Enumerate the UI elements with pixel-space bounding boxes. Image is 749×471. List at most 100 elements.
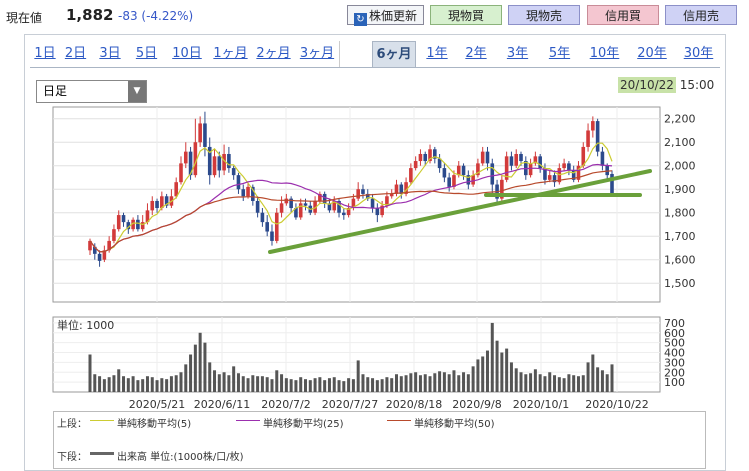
volume-bar: [380, 379, 384, 392]
x-tick-label: 2020/7/2: [261, 398, 310, 411]
candle-body: [289, 198, 293, 209]
volume-bar: [356, 360, 360, 392]
current-price-value: 1,882: [66, 6, 114, 24]
volume-bar: [304, 379, 308, 392]
volume-bar: [98, 376, 102, 392]
candle-body: [461, 165, 466, 176]
volume-bar: [476, 359, 480, 392]
volume-tick-label: 300: [664, 356, 685, 369]
volume-bar: [351, 379, 355, 392]
candle-body: [437, 158, 442, 169]
chart-datestamp: 20/10/22 15:00: [618, 77, 714, 93]
tab-2y[interactable]: 2年: [455, 41, 498, 67]
candle-body: [413, 161, 418, 169]
volume-bar: [308, 380, 312, 392]
candle-body: [500, 179, 504, 199]
candle-body: [586, 130, 590, 147]
cash-sell-button[interactable]: 現物売: [508, 5, 580, 25]
tab-5d[interactable]: 5日: [128, 41, 166, 67]
volume-bar: [232, 366, 236, 392]
candle-body: [294, 208, 298, 218]
volume-bar: [447, 374, 451, 392]
candle-body: [217, 156, 222, 171]
price-tick-label: 2,100: [664, 136, 696, 149]
tab-2m[interactable]: 2ヶ月: [252, 41, 296, 67]
tab-6m[interactable]: 6ヶ月: [372, 41, 416, 67]
volume-bar: [409, 373, 413, 392]
candle-body: [298, 203, 303, 218]
volume-tick-label: 600: [664, 327, 685, 340]
volume-bar: [174, 375, 178, 392]
volume-bar: [533, 369, 537, 392]
volume-bar: [169, 376, 173, 392]
legend-lower-label: 下段：: [57, 452, 87, 463]
volume-bar: [275, 370, 279, 392]
candle-body: [591, 121, 595, 131]
legend-ma50: 単純移動平均(50): [414, 419, 495, 430]
candle-body: [595, 121, 600, 152]
margin-sell-button[interactable]: 信用売: [665, 5, 737, 25]
candle-body: [423, 153, 428, 162]
volume-bar: [150, 377, 154, 392]
volume-bar: [596, 367, 600, 392]
candle-body: [576, 165, 581, 180]
volume-tick-label: 700: [664, 317, 685, 330]
volume-bar: [179, 372, 183, 392]
candle-body: [490, 163, 495, 185]
tab-10d[interactable]: 10日: [165, 41, 210, 67]
volume-bar: [208, 362, 212, 392]
volume-bar: [466, 374, 470, 392]
quote-header: 現在値 1,882 -83 (-4.22%) ↻ 株価更新 現物買 現物売 信用買…: [0, 0, 749, 32]
candle-body: [279, 203, 284, 213]
volume-bar: [337, 380, 341, 392]
candle-body: [342, 212, 346, 216]
refresh-quote-button[interactable]: ↻ 株価更新: [347, 5, 424, 26]
candle-body: [251, 186, 255, 201]
candle-body: [504, 156, 509, 180]
volume-bar: [184, 364, 188, 392]
candle-body: [466, 175, 471, 185]
cash-buy-button[interactable]: 現物買: [430, 5, 502, 25]
volume-bar: [222, 372, 226, 392]
tab-3d[interactable]: 3日: [92, 41, 129, 67]
tab-1m[interactable]: 1ヶ月: [209, 41, 253, 67]
volume-bar: [112, 375, 116, 392]
candle-body: [476, 163, 480, 176]
volume-bar: [524, 374, 528, 392]
candle-body: [452, 175, 456, 187]
candle-body: [361, 189, 365, 194]
legend-ma25: 単純移動平均(25): [263, 419, 344, 430]
tab-5y[interactable]: 5年: [538, 41, 582, 67]
volume-bar: [404, 375, 408, 392]
candle-body: [351, 198, 356, 209]
candle-body: [246, 186, 250, 197]
price-plot-frame: [52, 106, 661, 303]
volume-bar: [485, 350, 489, 392]
volume-bar: [227, 375, 231, 392]
candle-body: [193, 142, 198, 176]
candle-body: [131, 219, 135, 230]
volume-bar: [141, 379, 145, 392]
chart-interval-select[interactable]: 日足 ▼: [36, 80, 147, 103]
candle-body: [174, 182, 179, 197]
volume-bar: [414, 372, 418, 392]
candle-body: [567, 163, 571, 171]
candle-body: [485, 151, 490, 164]
margin-buy-button[interactable]: 信用買: [587, 5, 659, 25]
current-price-label: 現在値: [6, 11, 43, 25]
ma50-line: [89, 170, 613, 253]
volume-bar: [591, 354, 595, 392]
legend-ma25-swatch: [236, 420, 260, 421]
candle-body: [284, 198, 289, 204]
tab-10y[interactable]: 10年: [581, 41, 629, 67]
candle-body: [533, 156, 538, 164]
volume-bar: [366, 377, 370, 392]
candle-body: [260, 212, 265, 223]
tab-3m[interactable]: 3ヶ月: [295, 41, 340, 67]
candle-body: [547, 175, 552, 180]
tab-2d[interactable]: 2日: [59, 41, 93, 67]
candle-body: [428, 149, 432, 162]
candle-body: [600, 151, 605, 166]
volume-bar: [576, 376, 580, 392]
tab-30y[interactable]: 30年: [676, 41, 721, 67]
